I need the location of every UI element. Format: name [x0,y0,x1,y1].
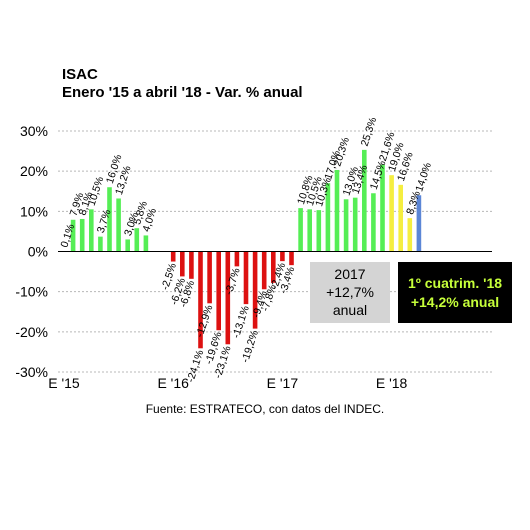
y-tick-label: 10% [20,203,48,219]
bar [134,228,140,252]
bar [125,239,130,252]
bar [189,251,194,279]
bar [116,198,121,252]
annotation-2017-line2: +12,7% [326,284,374,300]
bar [289,251,294,266]
y-tick-label: -20% [15,324,48,340]
y-tick-label: -30% [15,364,48,380]
bar [79,218,85,252]
bar [389,175,394,252]
bar [143,235,149,252]
data-label: -24,1% [185,349,207,384]
bar [225,251,231,345]
bar [170,251,176,262]
bar [398,184,403,252]
data-label: 10,5% [86,175,107,207]
data-label: 14,0% [413,161,434,193]
bar [362,149,367,252]
bar [207,251,212,304]
bar [316,210,322,252]
bar [298,208,303,252]
source-note: Fuente: ESTRATECO, con datos del INDEC. [145,402,385,416]
bar [352,197,358,252]
bar [407,218,413,252]
chart-title: ISAC [62,66,98,83]
bar [234,251,240,267]
x-tick-label: E '15 [48,375,80,391]
x-tick-label: E '18 [376,375,408,391]
y-tick-label: 0% [28,244,48,260]
bar [280,251,285,262]
bar [261,251,267,290]
annotation-2018-line1: 1º cuatrim. '18 [408,275,502,291]
x-tick-label: E '16 [157,375,189,391]
data-label: 25,3% [359,116,380,148]
bar [89,209,94,252]
bar [98,236,103,252]
annotation-2018-line2: +14,2% anual [411,294,499,310]
annotation-2017-box: 2017 +12,7% anual [310,262,390,323]
y-axis-labels: 30% 20% 10% 0% -10% -20% -30% [15,123,48,380]
y-tick-label: 30% [20,123,48,139]
x-tick-label: E '17 [267,375,299,391]
x-axis-labels: E '15 E '16 E '17 E '18 [48,375,407,391]
bar [107,187,112,252]
bar [416,195,422,252]
annotation-2017-line1: 2017 [334,266,365,282]
y-tick-label: 20% [20,163,48,179]
bar [271,251,276,283]
bar [243,251,249,305]
data-label: 14,5% [368,159,389,191]
bar [180,251,185,277]
chart-subtitle: Enero '15 a abril '18 - Var. % anual [62,84,303,101]
bar [252,251,258,329]
bar [307,209,312,252]
bar [334,169,340,252]
bar [325,183,331,252]
bar [380,164,385,252]
annotation-2017-line3: anual [333,302,367,318]
data-labels: 0,1%7,9%8,1%10,5%3,7%16,0%13,2%3,0%5,8%4… [58,116,434,384]
bar [371,193,376,252]
bar [70,219,76,252]
bar [343,199,349,252]
bar [198,251,203,349]
bar [216,251,221,331]
data-label: 20,3% [331,136,352,168]
bars [61,149,422,349]
y-tick-label: -10% [15,284,48,300]
annotation-2018-box: 1º cuatrim. '18 +14,2% anual [398,262,512,323]
